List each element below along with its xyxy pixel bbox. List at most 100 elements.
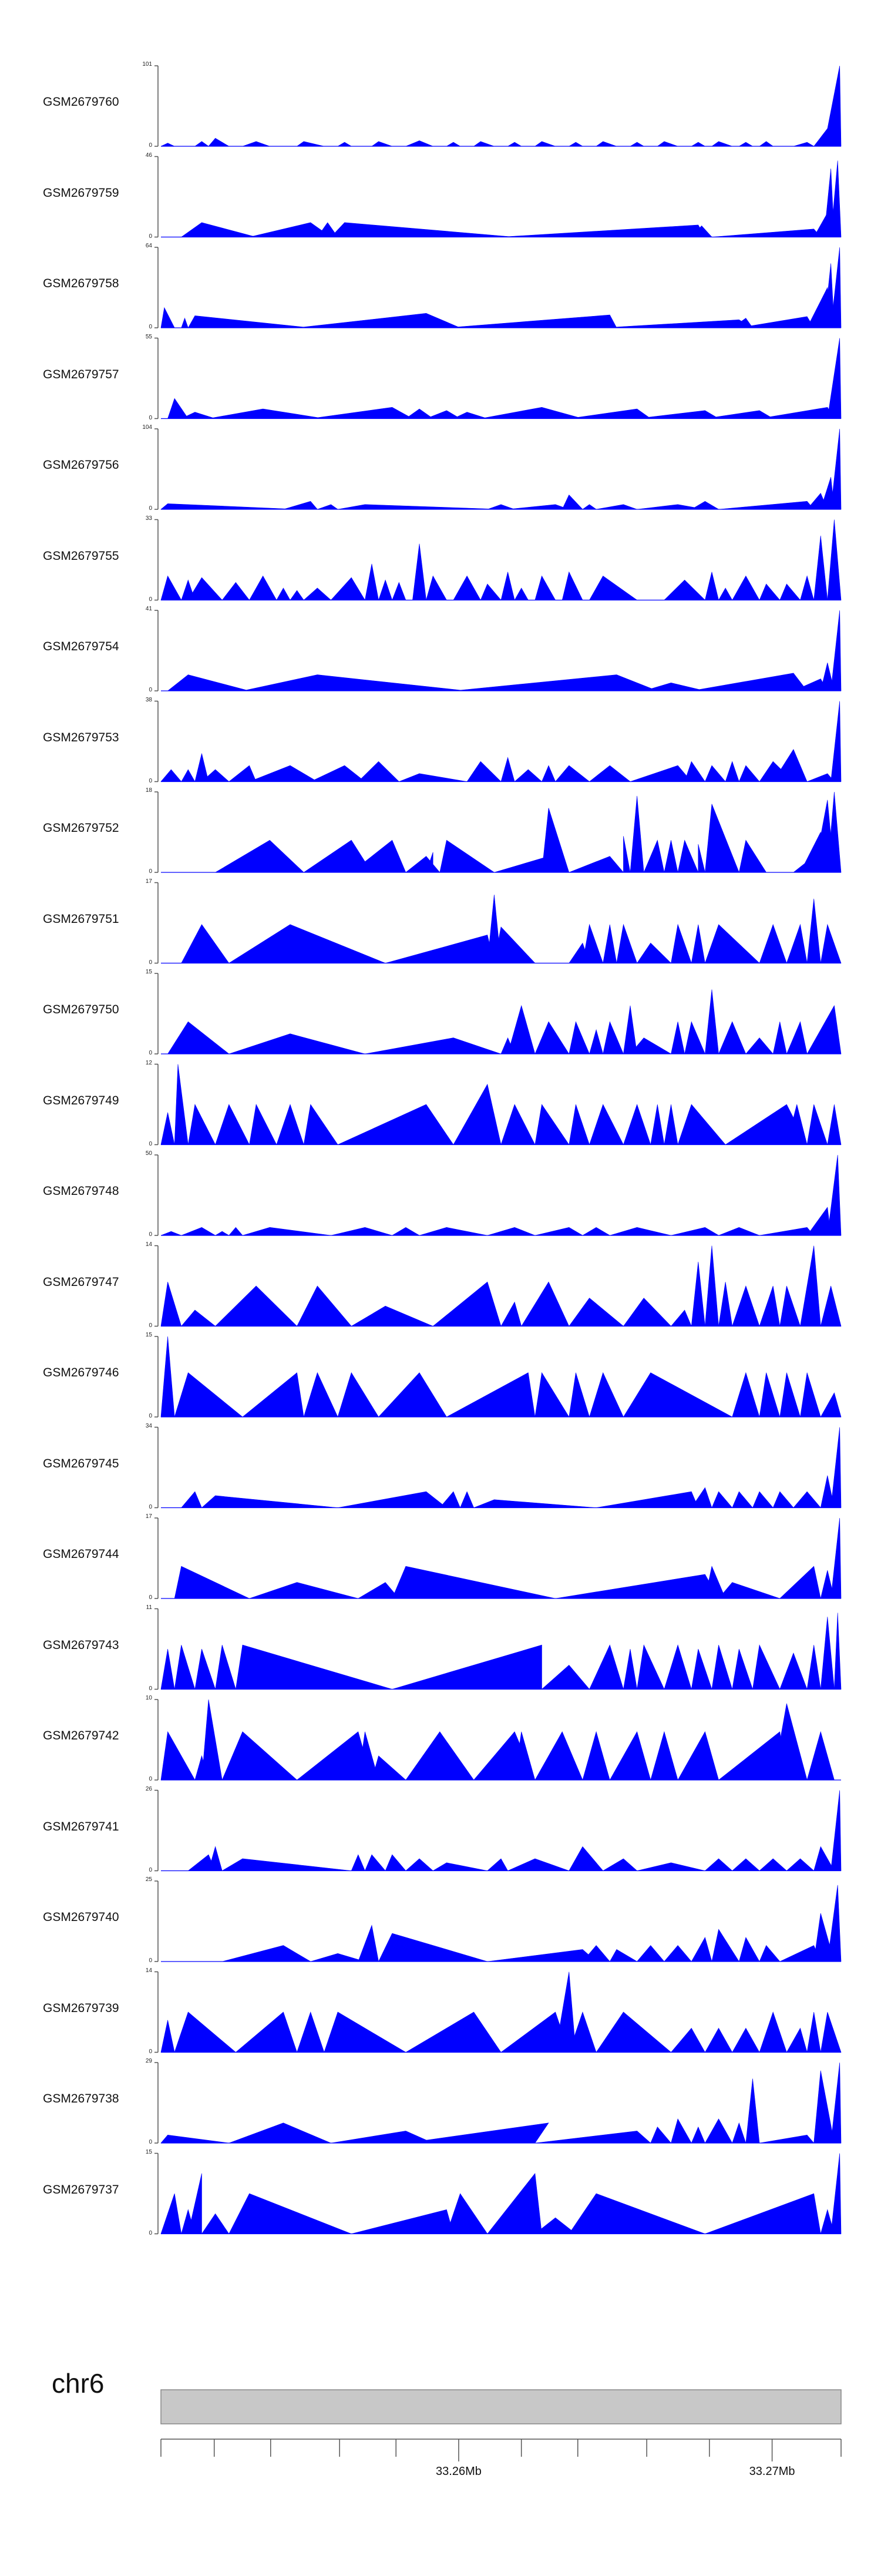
- coverage-peak: [160, 1231, 181, 1236]
- coverage-peak: [657, 141, 678, 147]
- coverage-peak: [160, 1336, 175, 1418]
- coverage-peak: [806, 773, 835, 782]
- coverage-peak: [602, 1858, 638, 1871]
- coverage-peak: [732, 2027, 760, 2053]
- coverage-peak: [830, 610, 842, 691]
- coverage-peak: [677, 839, 699, 873]
- coverage-peak: [643, 839, 665, 873]
- coverage-peak: [194, 141, 210, 147]
- track-name-label: GSM2679754: [43, 640, 119, 653]
- coverage-peak: [167, 674, 250, 691]
- coverage-peak: [432, 1281, 502, 1326]
- coverage-peak: [228, 1033, 365, 1054]
- track-name-label: GSM2679743: [43, 1638, 119, 1652]
- coverage-peak: [534, 1104, 570, 1145]
- coverage-peak: [290, 590, 304, 600]
- y-axis-min-label: 0: [149, 2048, 152, 2055]
- coverage-peak: [569, 1298, 624, 1326]
- coverage-peak: [582, 923, 604, 963]
- coverage-peak: [705, 804, 739, 873]
- coverage-peak: [806, 898, 821, 963]
- coverage-peak: [228, 1227, 243, 1236]
- y-axis-max-label: 18: [145, 787, 152, 794]
- track-GSM2679750: [154, 973, 842, 1054]
- coverage-peak: [391, 1227, 421, 1236]
- coverage-peak: [820, 923, 842, 963]
- y-axis-max-label: 41: [145, 606, 152, 612]
- track-GSM2679753: [154, 700, 842, 782]
- coverage-peak: [351, 1854, 365, 1871]
- coverage-peak: [160, 307, 175, 328]
- coverage-peak: [446, 314, 617, 328]
- coverage-peak: [630, 795, 644, 873]
- track-GSM2679739: [154, 1971, 842, 2053]
- coverage-peak: [460, 1491, 475, 1508]
- coverage-peak: [772, 749, 808, 782]
- coverage-peak: [181, 1227, 216, 1236]
- track-GSM2679755: [154, 519, 842, 601]
- track-name-label: GSM2679742: [43, 1729, 119, 1742]
- track-name-label: GSM2679758: [43, 277, 119, 290]
- coverage-peak: [337, 142, 352, 147]
- coverage-peak: [596, 504, 637, 510]
- coverage-peak: [310, 407, 413, 419]
- coverage-peak: [249, 1104, 277, 1145]
- y-axis-max-label: 38: [145, 696, 152, 703]
- track-GSM2679748: [154, 1154, 842, 1236]
- coverage-peak: [351, 1305, 433, 1326]
- coverage-peak: [759, 1372, 781, 1418]
- coverage-peak: [664, 1644, 692, 1690]
- coverage-peak: [623, 1005, 637, 1054]
- coverage-peak: [677, 1731, 719, 1781]
- coverage-peak: [732, 1648, 753, 1690]
- coverage-peak: [739, 316, 815, 328]
- coverage-peak: [357, 1582, 399, 1599]
- coverage-peak: [596, 1491, 699, 1508]
- coverage-peak: [297, 1285, 352, 1326]
- coverage-peak: [160, 2193, 182, 2234]
- coverage-peak: [453, 412, 487, 419]
- coverage-peak: [194, 1648, 216, 1690]
- coverage-peak: [711, 229, 821, 237]
- track-GSM2679741: [154, 1789, 842, 1872]
- coverage-peak: [221, 1731, 298, 1781]
- y-axis-max-label: 11: [146, 1604, 152, 1611]
- coverage-peak: [752, 1644, 781, 1690]
- coverage-peak: [718, 587, 733, 600]
- coverage-peak: [180, 222, 257, 237]
- coverage-peak: [330, 577, 365, 600]
- y-axis-min-label: 0: [149, 324, 152, 330]
- coverage-peak: [793, 142, 815, 147]
- coverage-peak: [820, 1285, 842, 1326]
- coverage-peak: [670, 1309, 692, 1326]
- coverage-peak: [174, 1064, 189, 1145]
- coverage-peak: [303, 1372, 338, 1418]
- coverage-peak: [603, 1021, 624, 1054]
- coverage-peak: [589, 575, 638, 600]
- coverage-peak: [698, 844, 705, 873]
- y-axis-max-label: 64: [145, 243, 152, 249]
- coverage-peak: [160, 1282, 182, 1326]
- coverage-peak: [337, 1372, 379, 1418]
- track-name-label: GSM2679757: [43, 367, 119, 381]
- coverage-peak: [534, 2131, 651, 2144]
- coverage-peak: [296, 141, 324, 147]
- coverage-peak: [644, 682, 705, 691]
- coverage-peak: [215, 1104, 250, 1145]
- coverage-peak: [405, 140, 433, 147]
- coverage-peak: [711, 1491, 733, 1508]
- y-axis-min-label: 0: [149, 687, 152, 693]
- coverage-peak: [650, 1731, 678, 1781]
- coverage-peak: [555, 1972, 576, 2053]
- track-name-label: GSM2679759: [43, 186, 119, 200]
- coverage-peak: [691, 1937, 712, 1962]
- coverage-peak: [589, 1372, 624, 1418]
- track-name-label: GSM2679751: [43, 912, 119, 926]
- coverage-peak: [249, 575, 277, 600]
- coverage-peak: [561, 494, 583, 510]
- coverage-peak: [181, 769, 196, 782]
- coverage-peak: [779, 1652, 808, 1690]
- coverage-peak: [507, 142, 522, 147]
- coverage-peak: [167, 1021, 230, 1054]
- coverage-peak: [358, 1925, 379, 1962]
